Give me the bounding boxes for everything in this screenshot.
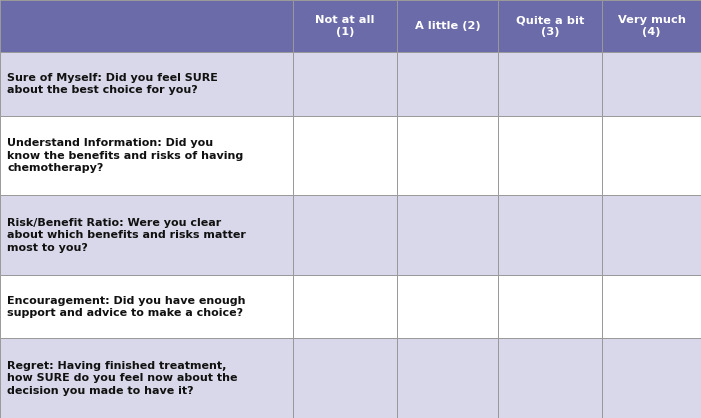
Bar bbox=[397, 0, 498, 53]
Bar bbox=[0, 339, 293, 418]
Bar bbox=[397, 53, 498, 116]
Text: Quite a bit
(3): Quite a bit (3) bbox=[516, 15, 585, 37]
Bar bbox=[498, 116, 602, 196]
Text: A little (2): A little (2) bbox=[415, 21, 480, 31]
Bar bbox=[397, 339, 498, 418]
Bar bbox=[293, 116, 397, 196]
Bar bbox=[0, 0, 293, 53]
Text: Very much
(4): Very much (4) bbox=[618, 15, 686, 37]
Bar bbox=[498, 339, 602, 418]
Text: Risk/Benefit Ratio: Were you clear
about which benefits and risks matter
most to: Risk/Benefit Ratio: Were you clear about… bbox=[7, 218, 246, 252]
Text: Regret: Having finished treatment,
how SURE do you feel now about the
decision y: Regret: Having finished treatment, how S… bbox=[7, 361, 238, 395]
Bar bbox=[397, 196, 498, 275]
Bar bbox=[602, 53, 701, 116]
Bar bbox=[498, 196, 602, 275]
Text: Encouragement: Did you have enough
support and advice to make a choice?: Encouragement: Did you have enough suppo… bbox=[7, 296, 245, 318]
Bar bbox=[498, 0, 602, 53]
Bar bbox=[293, 196, 397, 275]
Bar bbox=[602, 339, 701, 418]
Bar bbox=[0, 116, 293, 196]
Bar bbox=[0, 53, 293, 116]
Bar bbox=[602, 275, 701, 339]
Bar bbox=[498, 53, 602, 116]
Bar bbox=[397, 275, 498, 339]
Bar bbox=[602, 196, 701, 275]
Bar bbox=[397, 116, 498, 196]
Bar bbox=[602, 116, 701, 196]
Bar bbox=[0, 275, 293, 339]
Bar bbox=[602, 0, 701, 53]
Bar bbox=[293, 0, 397, 53]
Bar bbox=[498, 275, 602, 339]
Bar bbox=[293, 339, 397, 418]
Text: Understand Information: Did you
know the benefits and risks of having
chemothera: Understand Information: Did you know the… bbox=[7, 138, 243, 173]
Bar bbox=[293, 53, 397, 116]
Bar bbox=[293, 275, 397, 339]
Bar bbox=[0, 196, 293, 275]
Text: Not at all
(1): Not at all (1) bbox=[315, 15, 374, 37]
Text: Sure of Myself: Did you feel SURE
about the best choice for you?: Sure of Myself: Did you feel SURE about … bbox=[7, 73, 218, 95]
